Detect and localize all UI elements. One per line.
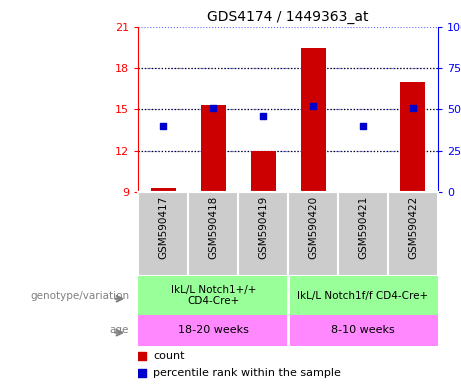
Text: percentile rank within the sample: percentile rank within the sample bbox=[153, 368, 341, 379]
Bar bbox=[201, 105, 226, 192]
Bar bbox=[301, 48, 325, 192]
Bar bbox=[288, 276, 438, 315]
Bar bbox=[251, 151, 276, 192]
Bar bbox=[151, 188, 176, 192]
Bar bbox=[288, 315, 438, 346]
Title: GDS4174 / 1449363_at: GDS4174 / 1449363_at bbox=[207, 10, 369, 25]
Text: genotype/variation: genotype/variation bbox=[30, 291, 129, 301]
Point bbox=[160, 123, 167, 129]
Text: GSM590419: GSM590419 bbox=[258, 196, 268, 260]
Text: IkL/L Notch1f/f CD4-Cre+: IkL/L Notch1f/f CD4-Cre+ bbox=[297, 291, 429, 301]
Point bbox=[260, 113, 267, 119]
Text: GSM590417: GSM590417 bbox=[158, 196, 168, 260]
Bar bbox=[401, 82, 426, 192]
Point bbox=[359, 123, 366, 129]
Point bbox=[278, 283, 285, 289]
Bar bbox=[350, 191, 376, 192]
Point bbox=[409, 105, 417, 111]
Point bbox=[309, 103, 317, 109]
Text: GSM590420: GSM590420 bbox=[308, 196, 318, 259]
Bar bbox=[138, 276, 288, 315]
Text: 8-10 weeks: 8-10 weeks bbox=[331, 325, 395, 335]
Text: GSM590421: GSM590421 bbox=[358, 196, 368, 260]
Point bbox=[278, 126, 285, 132]
Bar bbox=[138, 315, 288, 346]
Text: age: age bbox=[110, 325, 129, 335]
Text: IkL/L Notch1+/+
CD4-Cre+: IkL/L Notch1+/+ CD4-Cre+ bbox=[171, 285, 256, 306]
Text: GSM590418: GSM590418 bbox=[208, 196, 218, 260]
Text: count: count bbox=[153, 351, 184, 361]
Point bbox=[209, 105, 217, 111]
Text: GSM590422: GSM590422 bbox=[408, 196, 418, 260]
Text: 18-20 weeks: 18-20 weeks bbox=[178, 325, 248, 335]
